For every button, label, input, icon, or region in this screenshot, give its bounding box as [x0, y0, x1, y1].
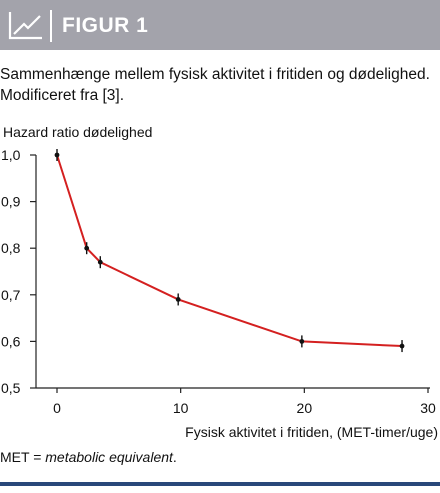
data-point — [299, 339, 305, 344]
footnote: MET = metabolic equivalent. — [0, 449, 177, 465]
figure-header: FIGUR 1 — [0, 0, 440, 50]
data-point — [97, 259, 103, 265]
figure-label: FIGUR 1 — [62, 14, 149, 37]
data-point — [84, 245, 90, 251]
header-separator — [50, 10, 52, 42]
bottom-rule — [0, 482, 440, 486]
series-line — [56, 154, 403, 348]
y-tick-label: 0,6 — [1, 333, 21, 349]
y-tick-label: 0,9 — [1, 194, 21, 210]
data-point — [175, 297, 181, 302]
y-tick-label: 1,0 — [1, 147, 21, 163]
data-point — [54, 152, 60, 158]
x-tick-label: 20 — [297, 400, 313, 416]
y-axis-title: Hazard ratio dødelighed — [3, 124, 152, 140]
x-tick-label: 0 — [53, 400, 61, 416]
caption-line-1: Sammenhænge mellem fysisk aktivitet i fr… — [0, 66, 430, 83]
y-tick-label: 0,7 — [1, 287, 21, 303]
data-point — [399, 343, 405, 349]
caption-line-2: Modificeret fra [3]. — [0, 87, 125, 104]
hazard-ratio-chart: Hazard ratio dødelighed 0,5 0,6 0,7 0,8 0,9 1,… — [1, 124, 438, 440]
x-axis-title: Fysisk aktivitet i fritiden, (MET-timer/… — [185, 424, 438, 440]
footnote-term: metabolic equivalent — [45, 449, 173, 465]
y-tick-label: 0,8 — [1, 240, 21, 256]
x-tick-label: 30 — [420, 400, 436, 416]
footnote-suffix: . — [172, 449, 177, 465]
figure-caption: Sammenhænge mellem fysisk aktivitet i fr… — [0, 64, 430, 106]
y-tick-label: 0,5 — [1, 380, 21, 396]
line-chart-icon — [8, 12, 42, 40]
x-tick-label: 10 — [173, 400, 189, 416]
footnote-prefix: MET = — [0, 449, 46, 465]
